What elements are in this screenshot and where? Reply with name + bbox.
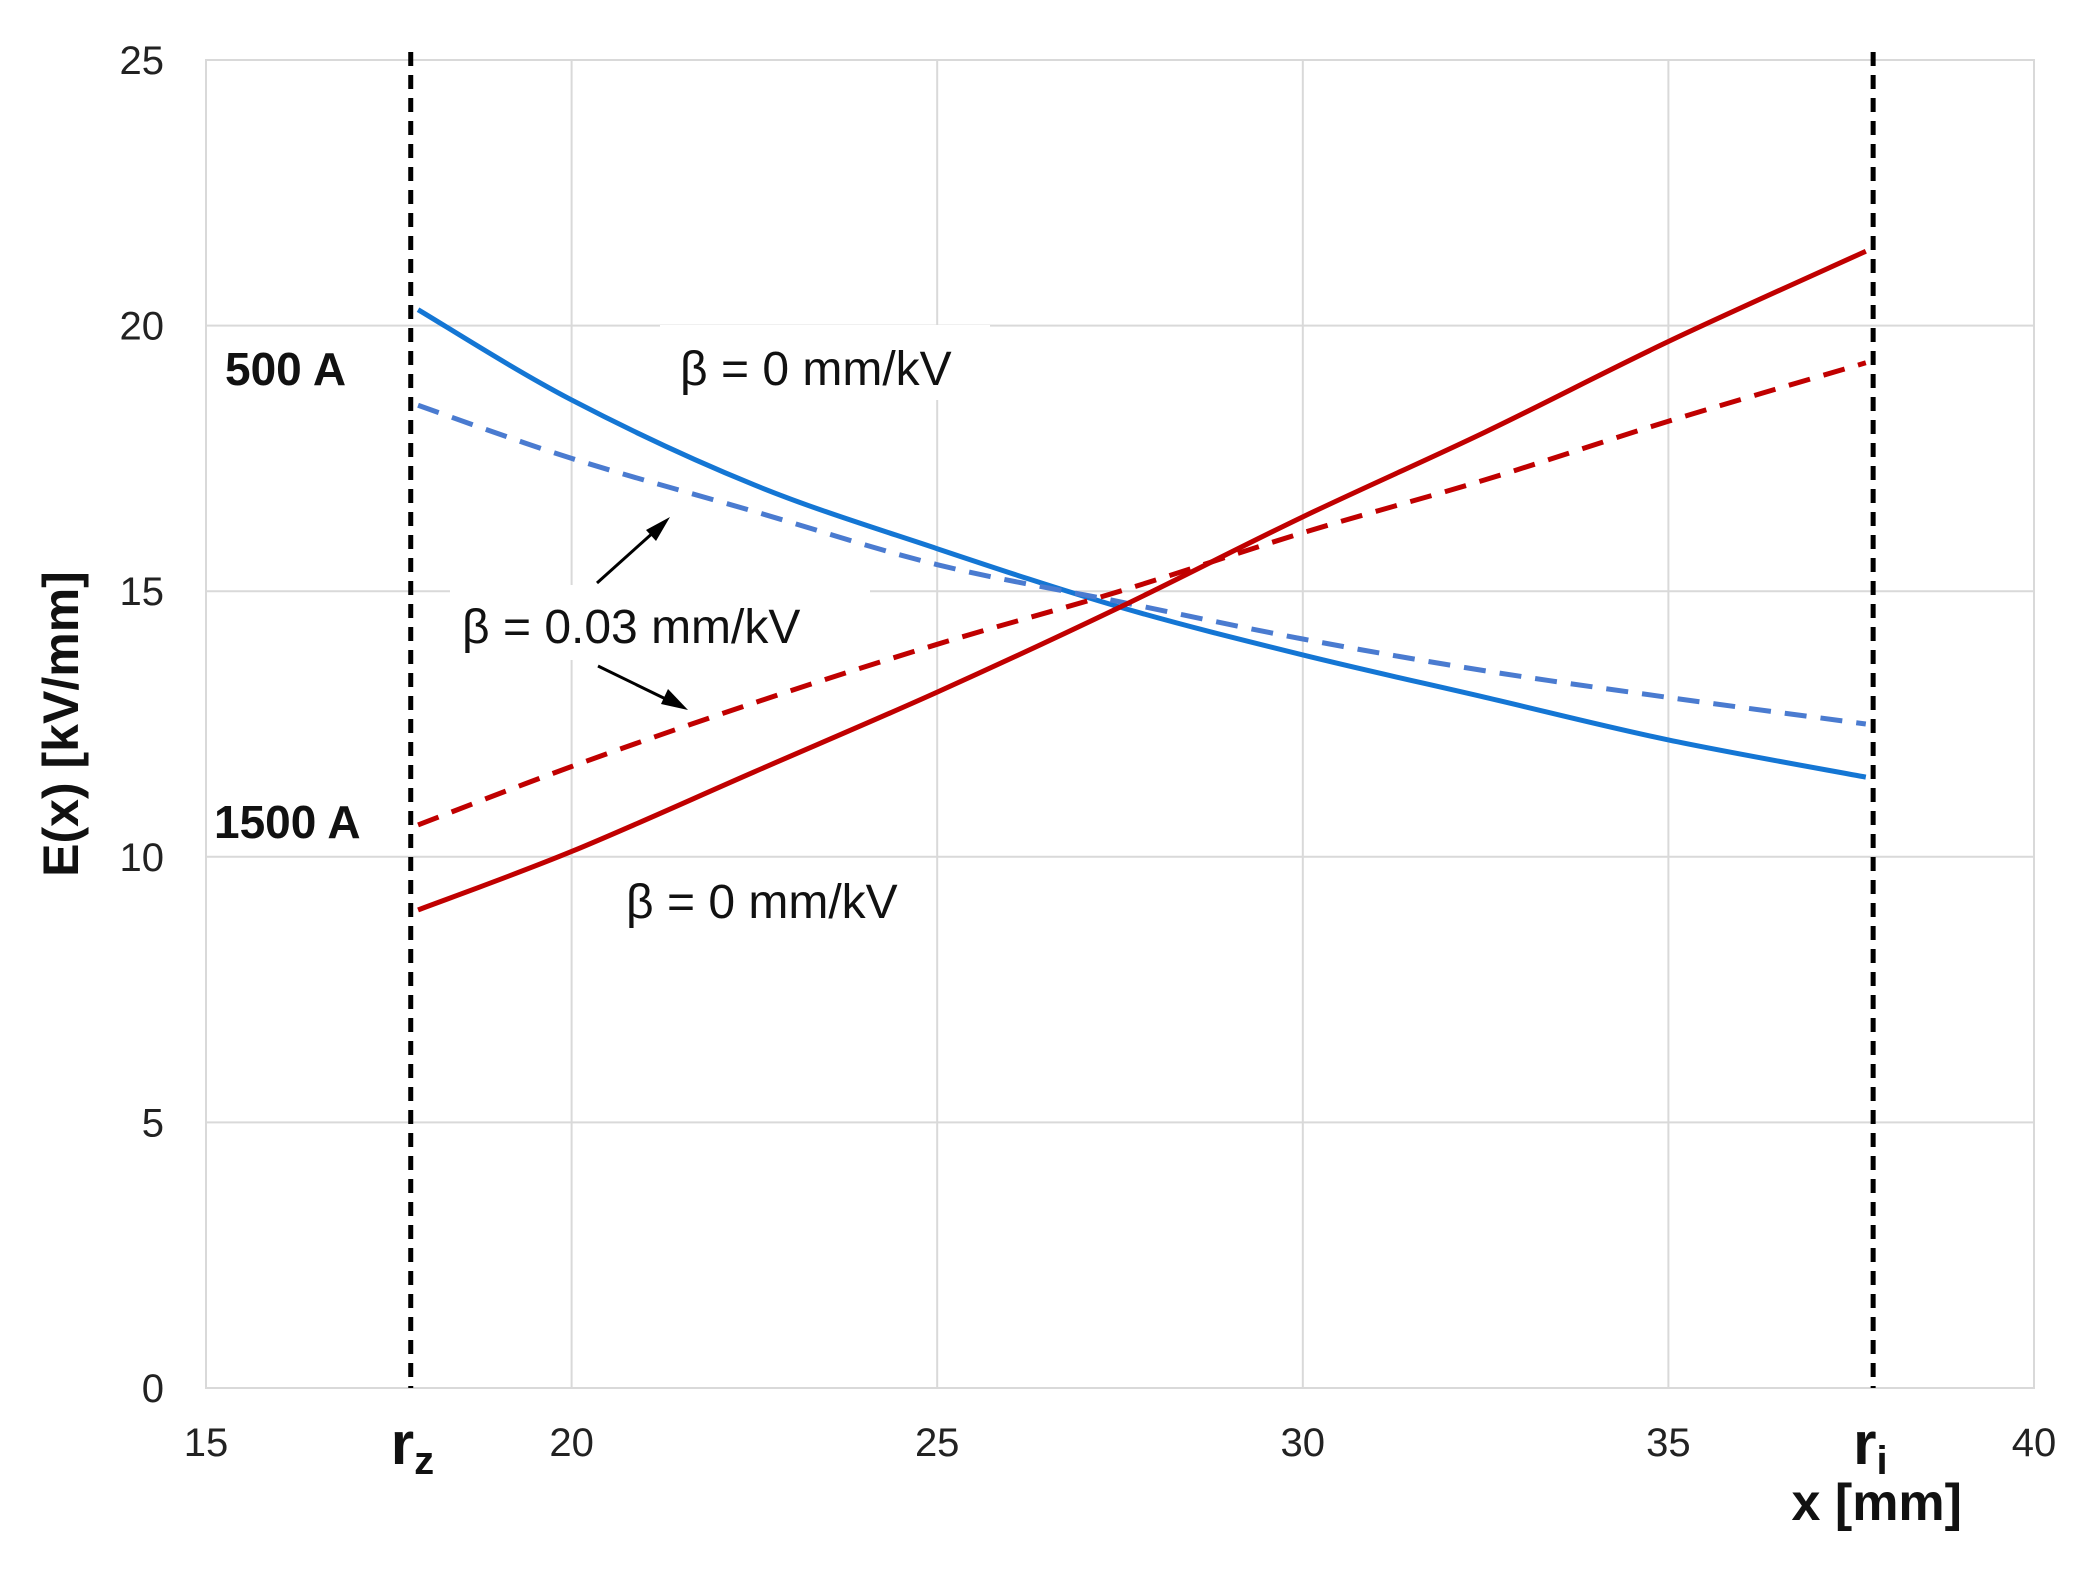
y-tick-label: 10 — [120, 836, 165, 880]
x-tick-label: 20 — [549, 1421, 594, 1465]
arrow-head — [661, 689, 688, 710]
label-1500a: 1500 A — [214, 796, 361, 848]
label-bg — [660, 325, 990, 400]
series-line-3 — [417, 248, 1867, 913]
label-beta-0-top: β = 0 mm/kV — [680, 343, 952, 396]
x-tick-label: 25 — [915, 1421, 960, 1465]
x-axis-title: x [mm] — [1792, 1474, 1962, 1532]
label-bg — [450, 585, 870, 660]
series-line-1 — [416, 307, 1867, 780]
plot-frame — [205, 59, 2035, 1389]
x-tick-label: 15 — [184, 1421, 229, 1465]
boundary-label-z: rz — [391, 1410, 434, 1483]
grid — [205, 59, 2035, 1389]
label-beta-003: β = 0.03 mm/kV — [462, 601, 800, 654]
y-tick-label: 5 — [142, 1101, 164, 1145]
y-tick-label: 15 — [120, 570, 165, 614]
x-tick-label: 35 — [1646, 1421, 1691, 1465]
boundary-lines: rz ri — [391, 52, 1888, 1483]
arrow-to-red-dashed — [597, 664, 677, 706]
y-tick-label: 25 — [120, 39, 165, 83]
x-tick-label: 30 — [1281, 1421, 1326, 1465]
y-tick-label: 20 — [120, 305, 165, 349]
series-group — [416, 248, 1867, 913]
y-axis-title: E(x) [kV/mm] — [33, 571, 89, 877]
series-line-4 — [417, 360, 1867, 828]
arrow-head — [646, 517, 670, 541]
label-bg — [600, 860, 930, 935]
boundary-label-i: ri — [1853, 1410, 1887, 1483]
axes: 15 20 25 30 35 40 0 5 10 15 20 25 x [mm] E(x) [kV/mm] — [33, 39, 2056, 1532]
y-tick-label: 0 — [142, 1367, 164, 1411]
x-tick-label: 40 — [2012, 1421, 2057, 1465]
label-beta-0-bottom: β = 0 mm/kV — [626, 876, 898, 929]
series-line-2 — [417, 402, 1867, 727]
annotations: 500 A 1500 A β = 0 mm/kV β = 0.03 mm/kV … — [214, 325, 990, 935]
label-500a: 500 A — [225, 343, 346, 395]
